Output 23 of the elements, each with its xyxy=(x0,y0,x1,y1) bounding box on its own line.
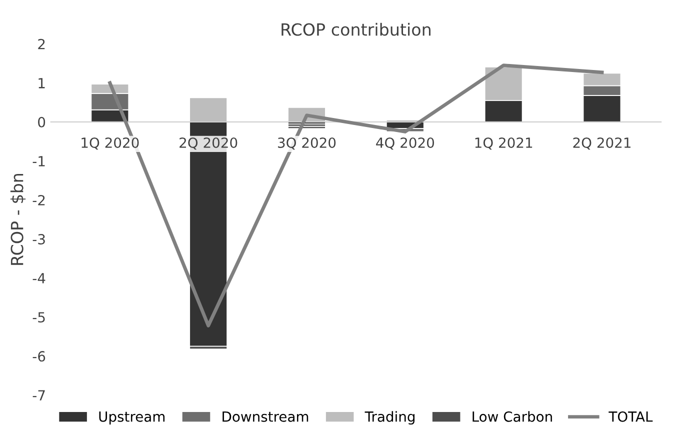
legend-label: Downstream xyxy=(222,412,308,422)
y-tick-label: 2 xyxy=(38,38,45,50)
y-tick-label: -6 xyxy=(32,351,46,362)
y-axis-title: RCOP - $bn xyxy=(10,174,26,265)
x-tick-label: 2Q 2021 xyxy=(573,137,630,150)
y-tick-label: -1 xyxy=(32,156,45,166)
y-tick-label: -3 xyxy=(32,234,45,244)
x-tick-label: 3Q 2020 xyxy=(278,137,336,150)
x-tick-label: 2Q 2020 xyxy=(180,137,238,150)
legend-label: TOTAL xyxy=(608,411,653,422)
x-tick-label: 1Q 2020 xyxy=(82,137,139,150)
y-tick-label: 1 xyxy=(38,78,45,88)
x-tick-label: 1Q 2021 xyxy=(475,137,532,150)
x-tick-label: 4Q 2020 xyxy=(376,137,434,150)
y-tick-label: -5 xyxy=(32,312,45,323)
y-tick-label: -2 xyxy=(32,194,45,206)
legend-label: Trading xyxy=(364,411,415,425)
y-tick-label: -7 xyxy=(32,390,45,400)
chart-title: RCOP contribution xyxy=(282,22,430,36)
y-tick-label: -4 xyxy=(32,273,46,284)
y-tick-label: 0 xyxy=(38,116,46,128)
legend-label: Upstream xyxy=(99,412,165,425)
legend-label: Low Carbon xyxy=(472,411,552,422)
